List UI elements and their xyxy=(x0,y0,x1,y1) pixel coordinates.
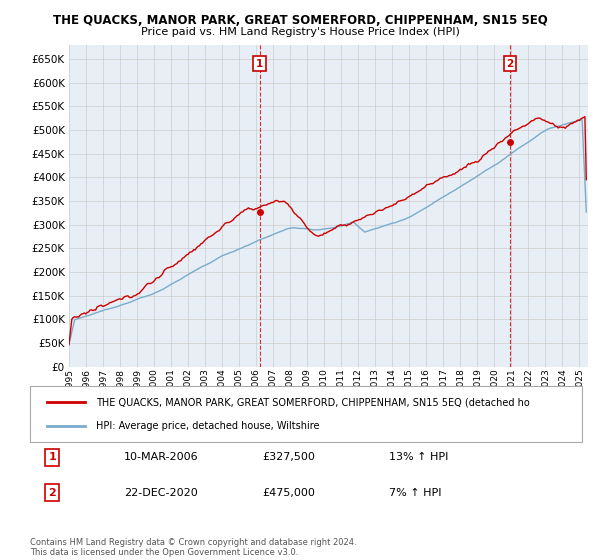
Text: 22-DEC-2020: 22-DEC-2020 xyxy=(124,488,197,498)
Text: Price paid vs. HM Land Registry's House Price Index (HPI): Price paid vs. HM Land Registry's House … xyxy=(140,27,460,37)
Text: THE QUACKS, MANOR PARK, GREAT SOMERFORD, CHIPPENHAM, SN15 5EQ (detached ho: THE QUACKS, MANOR PARK, GREAT SOMERFORD,… xyxy=(96,397,530,407)
Text: £327,500: £327,500 xyxy=(262,452,315,462)
Text: Contains HM Land Registry data © Crown copyright and database right 2024.
This d: Contains HM Land Registry data © Crown c… xyxy=(30,538,356,557)
Text: 10-MAR-2006: 10-MAR-2006 xyxy=(124,452,199,462)
Text: 2: 2 xyxy=(48,488,56,498)
Text: 13% ↑ HPI: 13% ↑ HPI xyxy=(389,452,448,462)
Text: £475,000: £475,000 xyxy=(262,488,315,498)
Text: 2: 2 xyxy=(506,59,514,69)
Text: THE QUACKS, MANOR PARK, GREAT SOMERFORD, CHIPPENHAM, SN15 5EQ: THE QUACKS, MANOR PARK, GREAT SOMERFORD,… xyxy=(53,14,547,27)
FancyBboxPatch shape xyxy=(30,386,582,442)
Text: 7% ↑ HPI: 7% ↑ HPI xyxy=(389,488,442,498)
Text: HPI: Average price, detached house, Wiltshire: HPI: Average price, detached house, Wilt… xyxy=(96,421,320,431)
Text: 1: 1 xyxy=(48,452,56,462)
Text: 1: 1 xyxy=(256,59,263,69)
